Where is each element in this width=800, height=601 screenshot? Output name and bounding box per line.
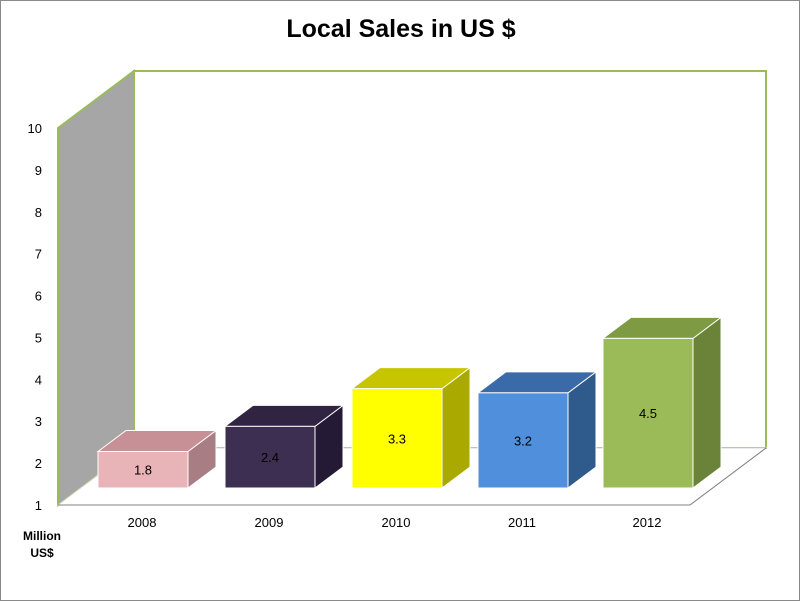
bar-2010 — [351, 388, 443, 489]
y-axis-unit-label: US$ — [30, 546, 54, 560]
bar-side-2012 — [692, 316, 722, 489]
y-tick-label: 8 — [35, 205, 42, 220]
y-tick-label: 7 — [35, 247, 42, 262]
bar-2009 — [224, 425, 316, 489]
y-tick-label: 3 — [35, 414, 42, 429]
x-tick-label-2008: 2008 — [128, 515, 157, 530]
data-label-2012: 4.5 — [639, 406, 657, 421]
x-tick-label-2011: 2011 — [508, 515, 536, 530]
x-tick-label-2010: 2010 — [382, 515, 411, 530]
bar-2012 — [602, 337, 694, 489]
y-tick-label: 2 — [35, 456, 42, 471]
y-tick-label: 10 — [28, 121, 42, 136]
y-tick-label: 4 — [35, 372, 42, 387]
y-axis-unit-label: Million — [23, 529, 61, 543]
y-tick-label: 9 — [35, 163, 42, 178]
data-label-2010: 3.3 — [388, 431, 406, 446]
y-tick-label: 5 — [35, 330, 42, 345]
bar-2008 — [97, 450, 189, 489]
floor-edge-line — [689, 447, 767, 506]
data-label-2008: 1.8 — [134, 463, 152, 478]
chart-title: Local Sales in US $ — [286, 15, 516, 43]
data-label-2009: 2.4 — [261, 450, 279, 465]
bar-2011 — [477, 392, 569, 489]
data-label-2011: 3.2 — [514, 433, 532, 448]
x-tick-label-2009: 2009 — [255, 515, 284, 530]
y-tick-label: 1 — [35, 498, 42, 513]
x-tick-label-2012: 2012 — [633, 515, 662, 530]
y-tick-label: 6 — [35, 289, 42, 304]
